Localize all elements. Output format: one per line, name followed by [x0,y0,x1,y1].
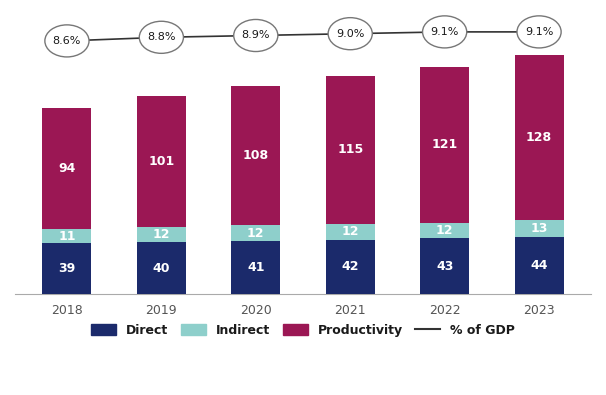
Text: 40: 40 [153,261,170,275]
Text: 9.1%: 9.1% [430,27,459,37]
Text: 9.1%: 9.1% [525,27,553,37]
Bar [231,86,281,226]
Bar [325,224,375,240]
Bar [420,67,469,223]
Bar [514,55,564,220]
Ellipse shape [422,16,467,48]
Text: 121: 121 [431,138,458,151]
Bar [514,220,564,237]
Text: 13: 13 [530,222,548,235]
Text: 12: 12 [341,226,359,238]
Bar [42,243,92,294]
Bar [137,242,186,294]
Text: 11: 11 [58,230,76,243]
Bar [325,76,375,224]
Text: 9.0%: 9.0% [336,29,364,39]
Bar [42,108,92,229]
Bar [420,238,469,294]
Ellipse shape [45,25,89,57]
Ellipse shape [517,16,561,48]
Bar [514,237,564,294]
Text: 12: 12 [436,224,453,237]
Text: 42: 42 [341,260,359,273]
Text: 8.6%: 8.6% [53,36,81,46]
Text: 12: 12 [247,227,265,240]
Text: 44: 44 [530,259,548,272]
Ellipse shape [234,19,278,51]
Bar [137,96,186,227]
Ellipse shape [328,18,372,50]
Bar [231,241,281,294]
Text: 43: 43 [436,260,453,273]
Bar [325,240,375,294]
Text: 128: 128 [526,131,552,144]
Bar [231,226,281,241]
Text: 101: 101 [148,155,175,168]
Text: 8.9%: 8.9% [242,30,270,41]
Text: 115: 115 [337,143,364,156]
Text: 41: 41 [247,261,265,274]
Bar [137,227,186,242]
Text: 94: 94 [58,162,76,175]
Text: 12: 12 [153,228,170,241]
Bar [42,229,92,243]
Text: 108: 108 [243,149,269,162]
Text: 39: 39 [58,262,76,275]
Bar [420,223,469,238]
Ellipse shape [139,21,184,53]
Text: 8.8%: 8.8% [147,32,176,42]
Legend: Direct, Indirect, Productivity, % of GDP: Direct, Indirect, Productivity, % of GDP [86,319,520,342]
